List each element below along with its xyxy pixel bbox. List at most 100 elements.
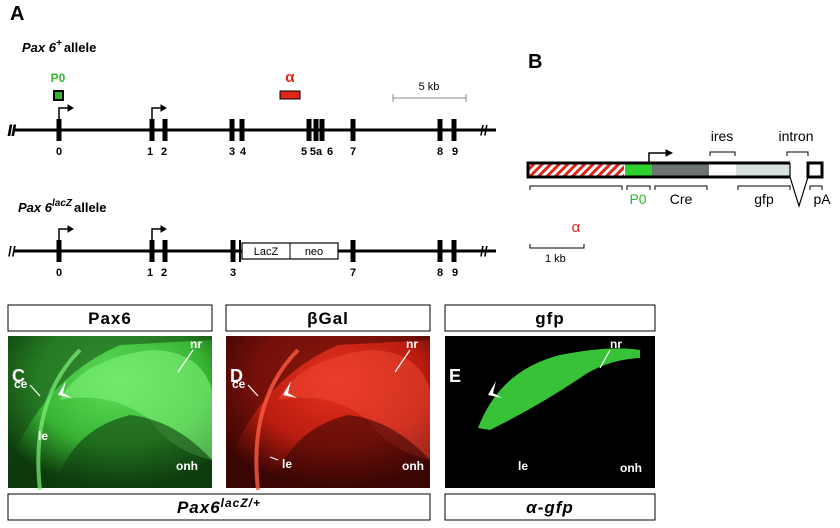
- box: [709, 163, 736, 176]
- label: le: [518, 459, 528, 473]
- shape: [151, 228, 163, 240]
- label: le: [38, 429, 48, 443]
- label: Pax6lacZ/+: [177, 496, 261, 517]
- line: [269, 456, 279, 461]
- label: pA: [813, 191, 831, 207]
- shape: [151, 107, 163, 119]
- label: 1: [147, 267, 153, 279]
- box: [806, 161, 824, 179]
- label: 7: [350, 267, 356, 279]
- shape: [709, 151, 736, 156]
- box: [7, 304, 213, 332]
- shape: [55, 415, 212, 488]
- label: Pax 6+ allele: [22, 38, 96, 55]
- shape: [626, 185, 651, 190]
- shape: [529, 244, 585, 249]
- shape: [160, 104, 167, 112]
- label: 9: [452, 267, 458, 279]
- label: α: [285, 69, 295, 86]
- box: [529, 163, 624, 176]
- group: [29, 349, 611, 461]
- shape: [488, 381, 502, 398]
- box: [444, 493, 656, 521]
- label: 7: [350, 146, 356, 158]
- label: Cre: [670, 191, 693, 207]
- label: D: [230, 366, 243, 386]
- label: E: [449, 366, 461, 386]
- label: ires: [711, 128, 734, 144]
- label: nr: [406, 337, 418, 351]
- label-part: allele: [74, 200, 107, 215]
- label-part: Pax6: [177, 498, 221, 517]
- label: 1 kb: [545, 253, 566, 265]
- group: [56, 240, 457, 262]
- line: [394, 349, 411, 373]
- label: 8: [437, 146, 443, 158]
- label: intron: [778, 128, 813, 144]
- label-part: lacZ/+: [221, 496, 261, 510]
- label: //: [8, 243, 16, 259]
- label: 3: [230, 267, 236, 279]
- label-part: Pax 6: [18, 200, 53, 215]
- label: LacZ: [254, 246, 279, 258]
- shape: [737, 185, 791, 190]
- shape: [160, 225, 167, 233]
- label: 1: [147, 146, 153, 158]
- label: 0: [56, 146, 62, 158]
- box: [736, 163, 790, 176]
- label: gfp: [754, 191, 774, 207]
- label: onh: [620, 461, 642, 475]
- label: A: [10, 3, 24, 25]
- box: [279, 90, 301, 100]
- label: 5 kb: [419, 81, 440, 93]
- shape: [648, 152, 668, 163]
- shape: [67, 104, 74, 112]
- shape: [526, 161, 790, 179]
- label: onh: [176, 459, 198, 473]
- line: [29, 384, 41, 397]
- box: [7, 493, 431, 521]
- label: neo: [305, 246, 323, 258]
- label: 0: [56, 267, 62, 279]
- box: [625, 163, 652, 176]
- label: 2: [161, 146, 167, 158]
- label: onh: [402, 459, 424, 473]
- label-part: +: [56, 38, 62, 49]
- label: C: [12, 366, 25, 386]
- label: ce: [232, 377, 246, 391]
- group: //: [8, 104, 496, 141]
- shape: [58, 228, 70, 240]
- label-part: Pax 6: [22, 40, 57, 55]
- label: 2: [161, 267, 167, 279]
- label: 8: [437, 267, 443, 279]
- box: [225, 304, 431, 332]
- box: [53, 90, 64, 101]
- label: Pax 6lacZ allele: [18, 198, 107, 215]
- label-part: lacZ: [52, 198, 73, 209]
- group: [526, 149, 824, 249]
- label: B: [528, 51, 542, 73]
- shape: [8, 336, 212, 470]
- label: βGal: [307, 309, 349, 328]
- label: 6: [327, 146, 333, 158]
- label: α: [572, 219, 581, 236]
- shape: [58, 381, 72, 398]
- shape: [67, 225, 74, 233]
- shape: [665, 149, 674, 157]
- label: P0: [51, 71, 66, 85]
- box: [652, 163, 709, 176]
- line: [177, 349, 194, 373]
- label: P0: [629, 191, 646, 207]
- shape: [789, 163, 809, 209]
- label: 4: [240, 146, 247, 158]
- label: 9: [452, 146, 458, 158]
- group: [14, 225, 496, 262]
- label: α-gfp: [526, 498, 574, 517]
- label: //: [480, 122, 488, 138]
- shape: [273, 415, 430, 488]
- group: [56, 119, 457, 141]
- label: 5a: [310, 146, 323, 158]
- label: //: [480, 243, 488, 259]
- line: [247, 384, 259, 397]
